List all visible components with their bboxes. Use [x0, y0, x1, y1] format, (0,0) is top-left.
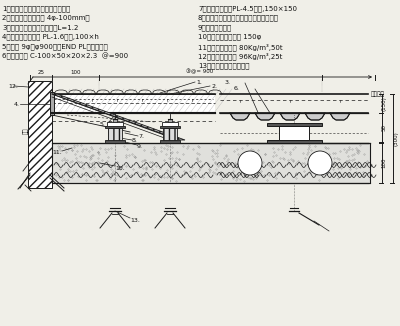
- Polygon shape: [280, 113, 300, 120]
- Text: 5．鉄筋 9φ，φ900　（END PL倒れ防止）: 5．鉄筋 9φ，φ900 （END PL倒れ防止）: [2, 43, 108, 50]
- Bar: [50, 92, 54, 115]
- Text: (150): (150): [382, 96, 386, 111]
- Bar: [28, 81, 52, 188]
- Bar: [279, 126, 309, 140]
- Text: 6．鉄骨下地 C-100×50×20×2.3  @=900: 6．鉄骨下地 C-100×50×20×2.3 @=900: [2, 52, 128, 60]
- Text: 13.: 13.: [130, 217, 140, 223]
- Bar: [52, 143, 370, 183]
- Text: 12．グラスウール 96Kg/m³,25t: 12．グラスウール 96Kg/m³,25t: [198, 52, 282, 60]
- Text: 1．コンクリート打ち　（金ゴテ）: 1．コンクリート打ち （金ゴテ）: [2, 5, 70, 12]
- Text: 2．ワイヤーメッシュ 4φ-100mm目: 2．ワイヤーメッシュ 4φ-100mm目: [2, 14, 90, 21]
- Text: 3．キーストンプレート　　L=1.2: 3．キーストンプレート L=1.2: [2, 24, 78, 31]
- Text: 10.: 10.: [115, 166, 125, 170]
- Text: 壁芯: 壁芯: [23, 128, 29, 134]
- Text: 3.: 3.: [225, 81, 231, 85]
- Bar: [107, 122, 123, 126]
- Text: 11．ロックウール 80Kg/m³,50t: 11．ロックウール 80Kg/m³,50t: [198, 43, 283, 51]
- Text: 7.: 7.: [138, 134, 144, 139]
- Text: 9.: 9.: [137, 143, 143, 149]
- Bar: [160, 140, 180, 143]
- Text: 6.: 6.: [234, 86, 240, 92]
- Text: 25: 25: [38, 69, 44, 75]
- Polygon shape: [330, 113, 350, 120]
- Text: 9．モルタル充填: 9．モルタル充填: [198, 24, 232, 31]
- Text: 10．ボイドチューブ 150φ: 10．ボイドチューブ 150φ: [198, 34, 261, 40]
- Text: 8.: 8.: [132, 139, 138, 143]
- Circle shape: [238, 151, 262, 175]
- Text: 2.: 2.: [211, 83, 217, 88]
- Text: 5.: 5.: [100, 123, 106, 127]
- Bar: [168, 118, 172, 122]
- Bar: [267, 123, 322, 126]
- Polygon shape: [230, 113, 250, 120]
- Text: 7．鉄骨受台座　PL-4.5加工,150×150: 7．鉄骨受台座 PL-4.5加工,150×150: [198, 5, 297, 12]
- Bar: [113, 118, 117, 122]
- Text: 13．ホールインアンカー: 13．ホールインアンカー: [198, 62, 250, 68]
- Text: ③@= 900: ③@= 900: [186, 69, 214, 75]
- Bar: [105, 140, 125, 143]
- Bar: [108, 128, 122, 140]
- Polygon shape: [52, 94, 185, 140]
- Polygon shape: [305, 113, 325, 120]
- Bar: [267, 140, 322, 143]
- Bar: [160, 126, 180, 128]
- Text: (300): (300): [394, 131, 398, 146]
- Bar: [52, 94, 215, 113]
- Polygon shape: [255, 113, 275, 120]
- Bar: [163, 128, 177, 140]
- Text: 100: 100: [71, 69, 81, 75]
- Text: 8．床用防振ゴム　（丸スト型・他各種）: 8．床用防振ゴム （丸スト型・他各種）: [198, 14, 279, 21]
- Text: 4.: 4.: [14, 101, 20, 107]
- Bar: [162, 122, 178, 126]
- Text: 11.: 11.: [52, 151, 62, 156]
- Circle shape: [308, 151, 332, 175]
- Text: 50: 50: [382, 124, 386, 131]
- Text: 12.: 12.: [8, 83, 18, 88]
- Text: 100: 100: [382, 158, 386, 168]
- Text: 4．エンドプレート PL-1.6加工,100×h: 4．エンドプレート PL-1.6加工,100×h: [2, 34, 99, 40]
- Text: 1.: 1.: [196, 80, 202, 84]
- Bar: [105, 126, 125, 128]
- Text: 床仕上面: 床仕上面: [371, 91, 385, 97]
